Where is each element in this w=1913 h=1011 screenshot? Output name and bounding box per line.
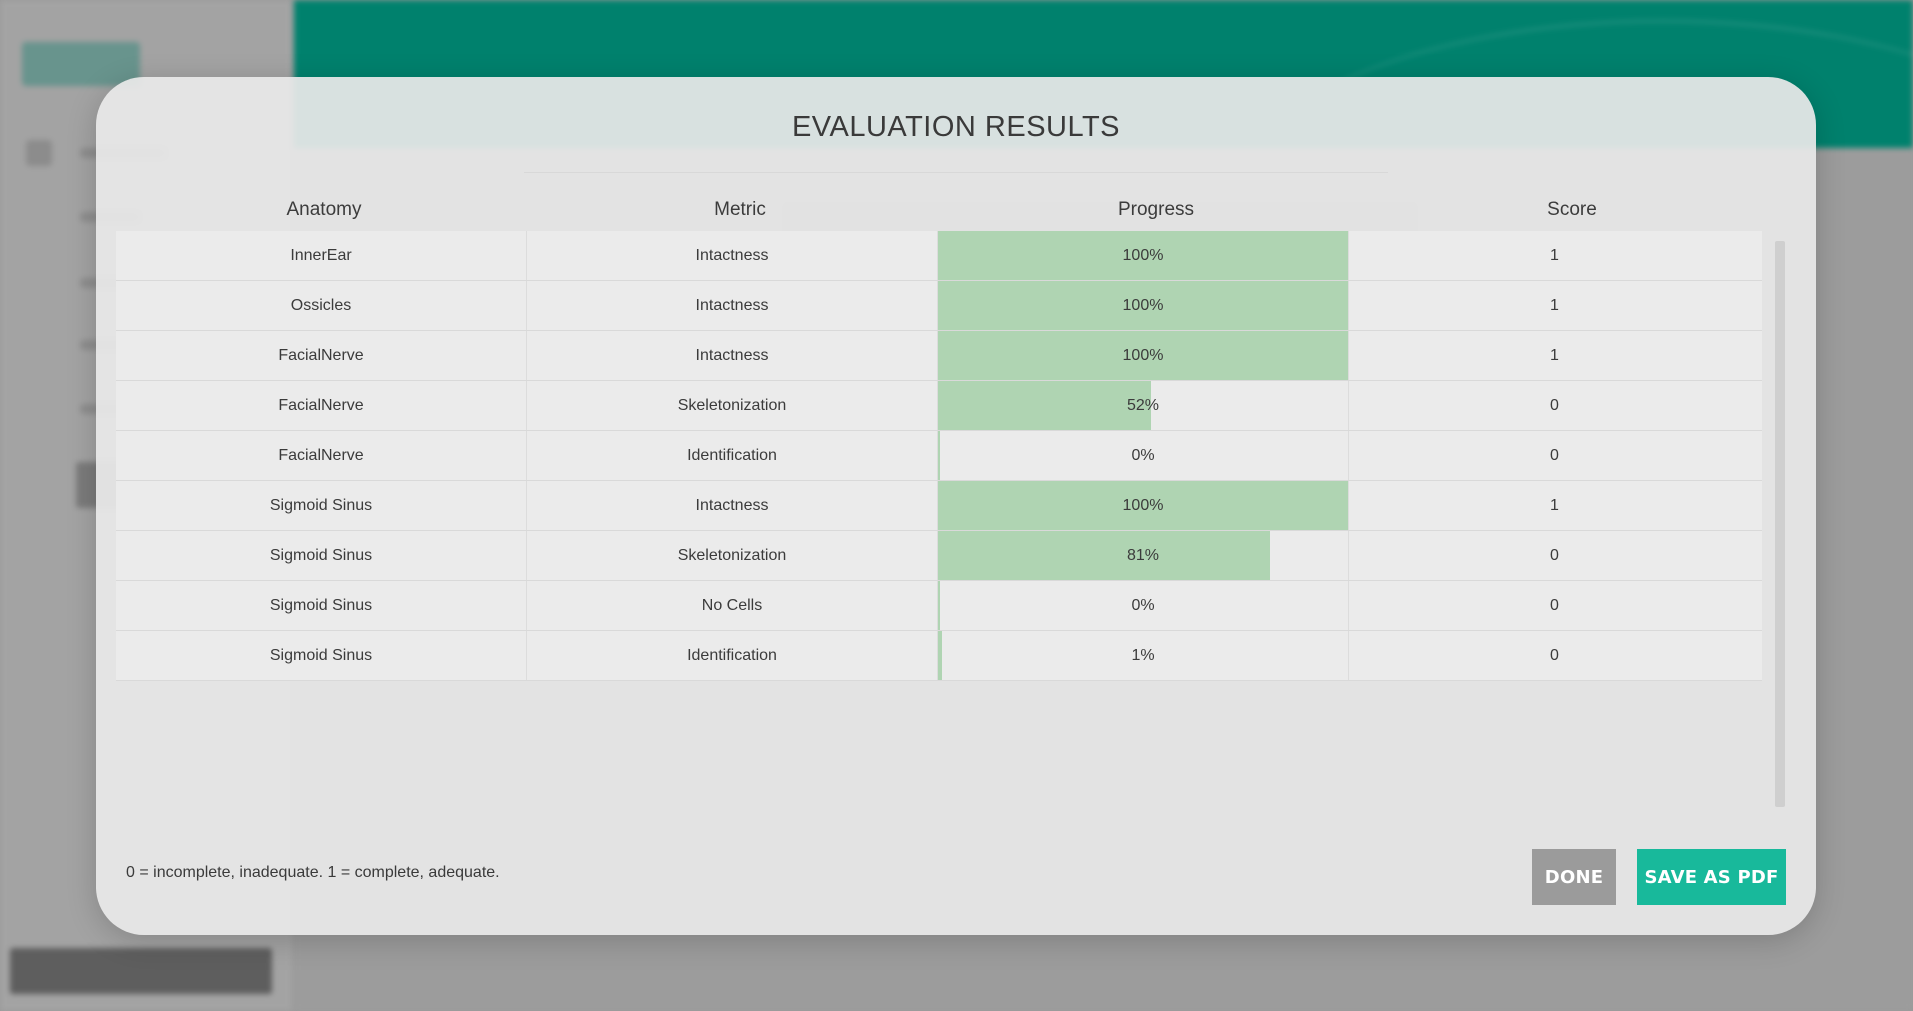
table-row: Sigmoid Sinus Skeletonization 81% 0 <box>116 531 1762 581</box>
score-cell: 1 <box>1550 247 1559 264</box>
anatomy-cell: FacialNerve <box>116 331 527 380</box>
table-row: FacialNerve Identification 0% 0 <box>116 431 1762 481</box>
score-legend-note: 0 = incomplete, inadequate. 1 = complete… <box>126 864 500 881</box>
metric-cell: Intactness <box>527 231 938 280</box>
score-cell: 1 <box>1550 497 1559 514</box>
table-row: FacialNerve Skeletonization 52% 0 <box>116 381 1762 431</box>
metric-cell: Skeletonization <box>527 381 938 430</box>
menu-icon <box>26 140 52 166</box>
progress-label: 81% <box>1126 547 1160 564</box>
score-cell: 0 <box>1550 397 1559 414</box>
metric-cell: No Cells <box>527 581 938 630</box>
column-header-anatomy: Anatomy <box>286 199 362 220</box>
anatomy-cell: Sigmoid Sinus <box>116 631 527 680</box>
metric-cell: Identification <box>527 631 938 680</box>
progress-label: 100% <box>1122 497 1164 514</box>
progress-label: 1% <box>1131 647 1155 664</box>
metric-cell: Intactness <box>527 481 938 530</box>
progress-bar-fill <box>938 581 940 630</box>
table-row: Sigmoid Sinus Identification 1% 0 <box>116 631 1762 681</box>
progress-cell: 81% <box>938 531 1349 580</box>
table-row: InnerEar Intactness 100% 1 <box>116 231 1762 281</box>
score-cell: 1 <box>1550 347 1559 364</box>
metric-cell: Intactness <box>527 281 938 330</box>
anatomy-cell: FacialNerve <box>116 431 527 480</box>
progress-bar-fill <box>938 231 1348 280</box>
table-row: Sigmoid Sinus No Cells 0% 0 <box>116 581 1762 631</box>
sidebar-footer-button <box>10 948 272 994</box>
progress-bar-fill <box>938 381 1152 430</box>
progress-cell: 0% <box>938 431 1349 480</box>
done-button[interactable]: DONE <box>1532 849 1616 905</box>
anatomy-cell: FacialNerve <box>116 381 527 430</box>
save-as-pdf-button[interactable]: SAVE AS PDF <box>1637 849 1786 905</box>
column-header-metric: Metric <box>714 199 766 220</box>
progress-label: 52% <box>1126 397 1160 414</box>
score-cell: 0 <box>1550 447 1559 464</box>
score-cell: 0 <box>1550 647 1559 664</box>
results-table: InnerEar Intactness 100% 1 Ossicles Inta… <box>116 231 1762 681</box>
progress-bar-fill <box>938 431 940 480</box>
app-logo <box>22 42 140 86</box>
anatomy-cell: Sigmoid Sinus <box>116 581 527 630</box>
column-header-progress: Progress <box>1117 199 1195 220</box>
progress-bar-fill <box>938 481 1348 530</box>
score-cell: 1 <box>1550 297 1559 314</box>
table-scrollbar[interactable] <box>1775 241 1785 807</box>
progress-cell: 100% <box>938 331 1349 380</box>
anatomy-cell: Sigmoid Sinus <box>116 531 527 580</box>
progress-label: 100% <box>1122 247 1164 264</box>
progress-label: 100% <box>1122 297 1164 314</box>
progress-bar-fill <box>938 331 1348 380</box>
anatomy-cell: Sigmoid Sinus <box>116 481 527 530</box>
progress-cell: 0% <box>938 581 1349 630</box>
anatomy-cell: InnerEar <box>116 231 527 280</box>
progress-bar-fill <box>938 531 1271 580</box>
progress-label: 0% <box>1131 597 1155 614</box>
progress-cell: 100% <box>938 481 1349 530</box>
progress-bar-fill <box>938 631 943 680</box>
metric-cell: Identification <box>527 431 938 480</box>
modal-title: EVALUATION RESULTS <box>791 111 1121 143</box>
evaluation-results-modal: EVALUATION RESULTS Anatomy Metric Progre… <box>96 77 1816 935</box>
column-header-score: Score <box>1547 199 1597 220</box>
anatomy-cell: Ossicles <box>116 281 527 330</box>
table-row: FacialNerve Intactness 100% 1 <box>116 331 1762 381</box>
progress-bar-fill <box>938 281 1348 330</box>
progress-cell: 1% <box>938 631 1349 680</box>
progress-label: 0% <box>1131 447 1155 464</box>
progress-label: 100% <box>1122 347 1164 364</box>
score-cell: 0 <box>1550 547 1559 564</box>
metric-cell: Intactness <box>527 331 938 380</box>
metric-cell: Skeletonization <box>527 531 938 580</box>
progress-cell: 52% <box>938 381 1349 430</box>
score-cell: 0 <box>1550 597 1559 614</box>
progress-cell: 100% <box>938 281 1349 330</box>
table-row: Sigmoid Sinus Intactness 100% 1 <box>116 481 1762 531</box>
table-row: Ossicles Intactness 100% 1 <box>116 281 1762 331</box>
table-header: Anatomy Metric Progress Score <box>116 189 1780 231</box>
progress-cell: 100% <box>938 231 1349 280</box>
title-divider <box>524 172 1388 173</box>
